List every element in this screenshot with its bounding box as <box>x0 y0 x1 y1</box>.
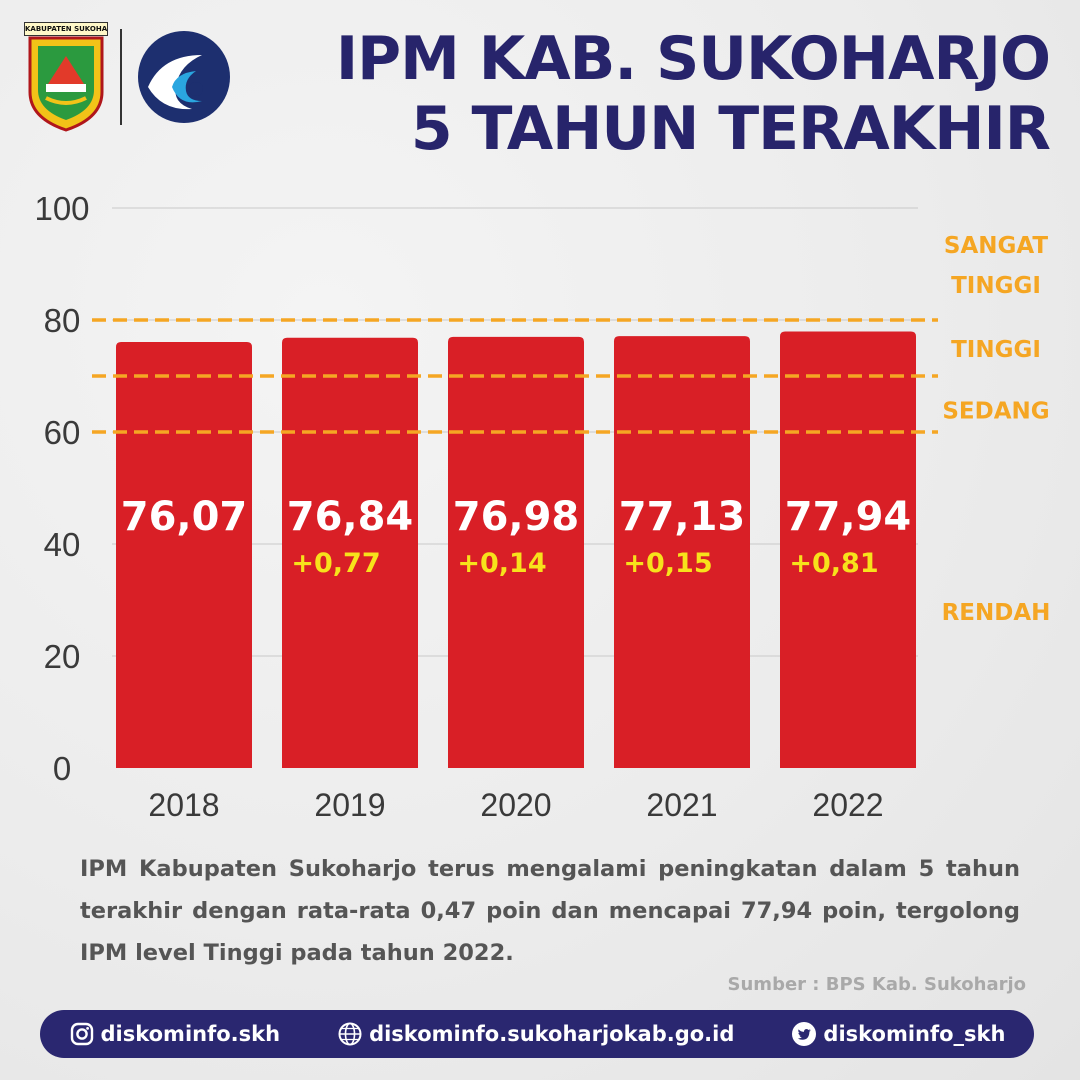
x-tick-label: 2022 <box>812 787 883 823</box>
y-tick-label: 0 <box>53 750 71 787</box>
footer-instagram[interactable]: diskominfo.skh <box>69 1021 281 1047</box>
footer-website-url: diskominfo.sukoharjokab.go.id <box>369 1022 735 1046</box>
footer-twitter[interactable]: diskominfo_skh <box>791 1021 1005 1047</box>
kabupaten-sukoharjo-seal-logo: KABUPATEN SUKOHARJO <box>24 22 108 132</box>
footer-website[interactable]: diskominfo.sukoharjokab.go.id <box>337 1021 734 1047</box>
y-tick-label: 20 <box>44 638 81 675</box>
x-tick-label: 2018 <box>148 787 219 823</box>
x-tick-label: 2019 <box>314 787 385 823</box>
y-tick-label: 100 <box>34 190 89 227</box>
seal-label: KABUPATEN SUKOHARJO <box>24 22 108 36</box>
social-footer: diskominfo.skh diskominfo.sukoharjokab.g… <box>40 1010 1034 1058</box>
level-label: SEDANG <box>942 399 1049 425</box>
title-line-1: IPM KAB. SUKOHARJO <box>335 24 1051 94</box>
bar-change-label: +0,81 <box>789 548 878 579</box>
twitter-icon <box>792 1022 817 1046</box>
bar-value-label: 76,84 <box>287 494 414 540</box>
bar-change-label: +0,14 <box>457 548 546 579</box>
page-title: IPM KAB. SUKOHARJO 5 TAHUN TERAKHIR <box>335 24 1051 164</box>
kominfo-logo <box>138 31 230 123</box>
level-label: RENDAH <box>942 600 1051 626</box>
y-tick-label: 40 <box>44 526 81 563</box>
x-tick-label: 2020 <box>480 787 551 823</box>
footer-instagram-handle: diskominfo.skh <box>100 1022 281 1046</box>
source-note: Sumber : BPS Kab. Sukoharjo <box>727 974 1026 995</box>
bar-value-label: 76,98 <box>453 494 580 540</box>
bar <box>116 342 252 768</box>
bar <box>780 331 916 768</box>
bar <box>282 337 418 768</box>
level-label: TINGGI <box>951 273 1041 299</box>
level-label: SANGAT <box>944 233 1049 259</box>
ipm-bar-chart: 0 20 40 60 80 100 2018 76,07 2019 76,84 +0,77 2020 7… <box>34 190 1051 823</box>
y-tick-label: 80 <box>44 302 81 339</box>
bar-change-label: +0,15 <box>623 548 712 579</box>
instagram-icon <box>70 1022 93 1046</box>
bar-value-label: 77,94 <box>785 494 912 540</box>
y-tick-label: 60 <box>44 414 81 451</box>
logo-divider <box>120 29 122 125</box>
chart-description: IPM Kabupaten Sukoharjo terus mengalami … <box>80 856 1020 966</box>
bar <box>448 336 584 768</box>
globe-icon <box>338 1022 362 1046</box>
bar-value-label: 77,13 <box>619 494 746 540</box>
title-line-2: 5 TAHUN TERAKHIR <box>410 94 1051 164</box>
bar-change-label: +0,77 <box>291 548 380 579</box>
x-tick-label: 2021 <box>646 787 717 823</box>
bar <box>614 336 750 768</box>
level-label: TINGGI <box>951 337 1041 363</box>
logo-group: KABUPATEN SUKOHARJO <box>24 22 236 132</box>
bar-value-label: 76,07 <box>121 494 248 540</box>
footer-twitter-handle: diskominfo_skh <box>823 1022 1006 1046</box>
